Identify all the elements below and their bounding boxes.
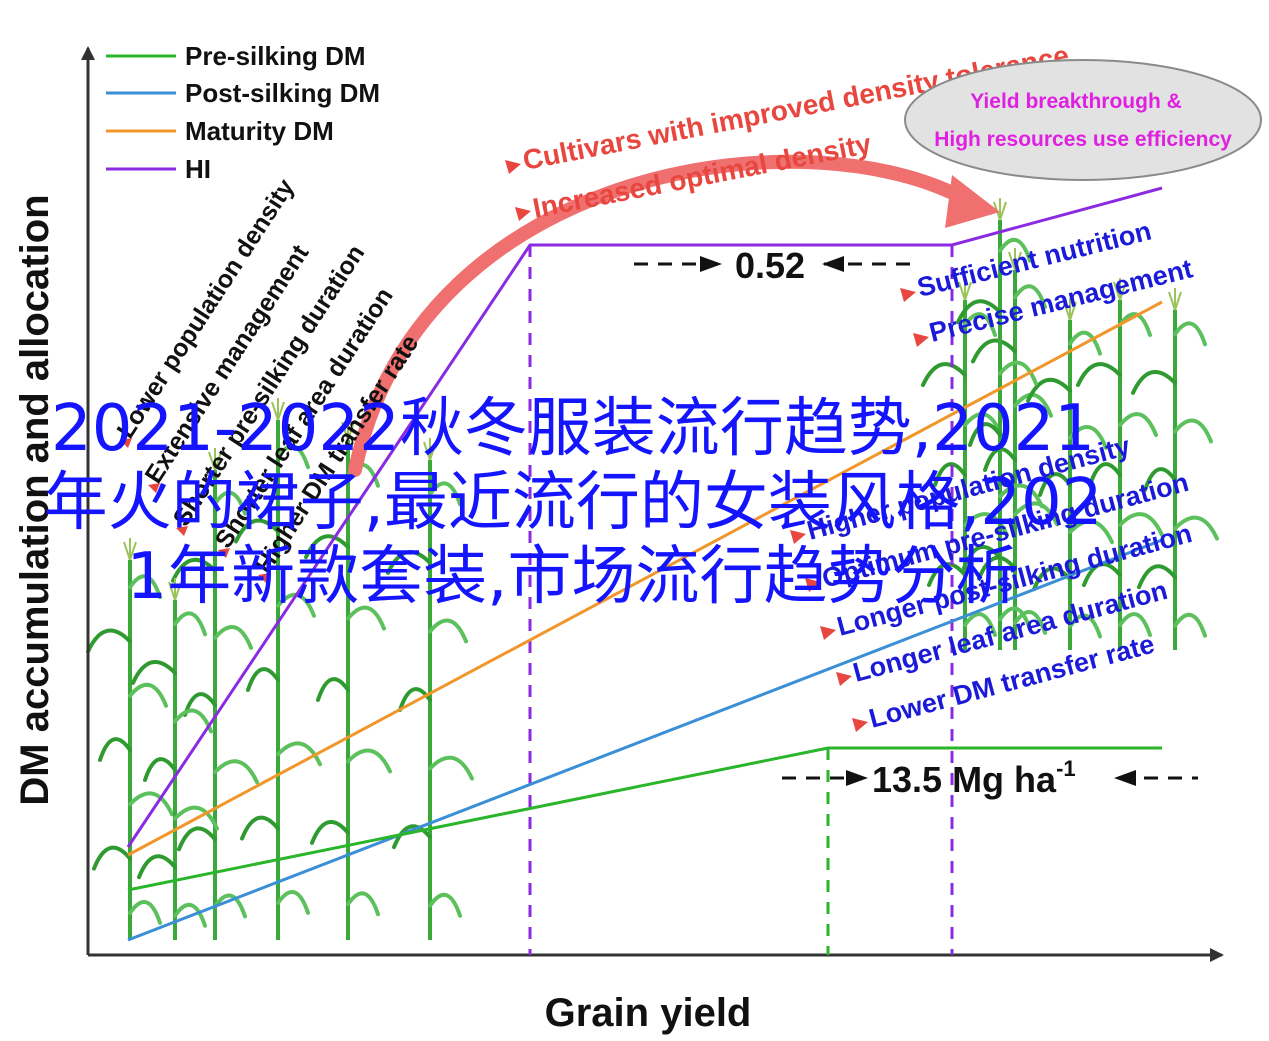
corn-plant xyxy=(1026,298,1114,650)
maturity-dm-line xyxy=(127,300,1163,857)
right-bottom-factors: Higher population density Optimum pre-si… xyxy=(790,431,1195,734)
corn-plant xyxy=(1131,288,1219,650)
right-top-bullet xyxy=(900,288,916,302)
right-top-bullet xyxy=(913,333,929,347)
legend-label-post-silking: Post-silking DM xyxy=(185,78,380,108)
hi-gap-right-arrowhead xyxy=(822,256,844,272)
right-bottom-bullet xyxy=(836,672,852,686)
top-label-bullet xyxy=(505,160,521,174)
right-bottom-bullet xyxy=(805,578,821,592)
corn-plant xyxy=(171,448,259,940)
pre-silking-dm-line xyxy=(127,746,1162,892)
left-factor-bullet xyxy=(218,548,230,558)
right-bottom-bullet xyxy=(852,718,868,732)
left-factor-bullet xyxy=(148,483,160,493)
corn-plant xyxy=(956,198,1044,650)
yield-gap-annotation: 13.5 Mg ha-1 xyxy=(782,756,1198,800)
ellipse-line-1: Yield breakthrough & xyxy=(970,90,1182,113)
big-arrow-head xyxy=(945,175,1000,228)
left-factor-bullet xyxy=(176,526,188,536)
ellipse-line-2: High resources use efficiency xyxy=(934,128,1232,151)
corn-plant xyxy=(234,398,322,940)
legend-label-hi: HI xyxy=(185,154,211,184)
yield-gap-right-arrowhead xyxy=(1114,770,1136,786)
legend: Pre-silking DM Post-silking DM Maturity … xyxy=(106,41,380,184)
corn-plant xyxy=(86,538,174,940)
hi-gap-annotation: 0.52 xyxy=(634,245,910,286)
hi-line xyxy=(126,186,1163,848)
hi-gap-left-arrowhead xyxy=(700,256,722,272)
hi-gap-value: 0.52 xyxy=(735,245,805,286)
corn-plant xyxy=(971,248,1059,650)
corn-plant xyxy=(131,578,219,940)
corn-plant xyxy=(386,438,474,940)
corn-plant xyxy=(921,278,1009,650)
post-silking-dm-line xyxy=(127,538,1163,942)
right-bottom-bullet xyxy=(790,530,806,544)
y-axis-label: DM accumulation and allocation xyxy=(13,194,57,805)
left-factor-bullet xyxy=(120,438,132,448)
yield-breakthrough-ellipse xyxy=(904,59,1262,181)
legend-label-pre-silking: Pre-silking DM xyxy=(185,41,366,71)
big-curved-arrow xyxy=(348,154,982,477)
legend-label-maturity: Maturity DM xyxy=(185,116,334,146)
x-axis-label: Grain yield xyxy=(545,991,752,1035)
left-factor-bullet xyxy=(258,573,270,583)
top-label-bullet xyxy=(515,207,531,221)
corn-plant xyxy=(304,418,392,940)
right-bottom-bullet xyxy=(820,626,836,640)
corn-plants-illustration xyxy=(86,198,1219,940)
yield-gap-value: 13.5 Mg ha-1 xyxy=(872,756,1076,800)
yield-gap-left-arrowhead xyxy=(846,770,868,786)
right-top-factors: Sufficient nutrition Precise management xyxy=(900,216,1196,348)
